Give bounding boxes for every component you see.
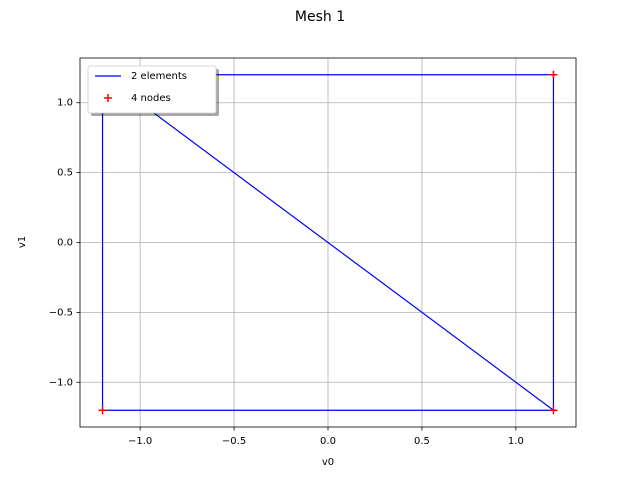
x-tick-label: −0.5 <box>222 436 246 447</box>
legend-swatch <box>104 94 112 102</box>
x-tick-label: 0.5 <box>414 436 430 447</box>
y-tick-label: 1.0 <box>57 98 73 109</box>
node-marker <box>549 406 558 415</box>
x-axis-label: v0 <box>322 457 334 468</box>
y-tick-label: −0.5 <box>49 307 73 318</box>
y-axis-label: v1 <box>17 236 28 248</box>
node-marker <box>98 406 107 415</box>
x-tick-label: 1.0 <box>508 436 524 447</box>
chart-title: Mesh 1 <box>295 9 345 25</box>
axes-frame <box>79 57 577 428</box>
x-tick-label: −1.0 <box>128 436 152 447</box>
element-edges <box>100 73 556 411</box>
legend-label: 2 elements <box>131 71 187 82</box>
legend-label: 4 nodes <box>131 93 171 104</box>
y-tick-label: 0.0 <box>57 238 73 249</box>
node-marker <box>549 70 558 79</box>
y-tick-label: −1.0 <box>49 377 73 388</box>
legend <box>87 65 217 114</box>
x-tick-label: 0.0 <box>320 436 336 447</box>
y-tick-label: 0.5 <box>57 168 73 179</box>
